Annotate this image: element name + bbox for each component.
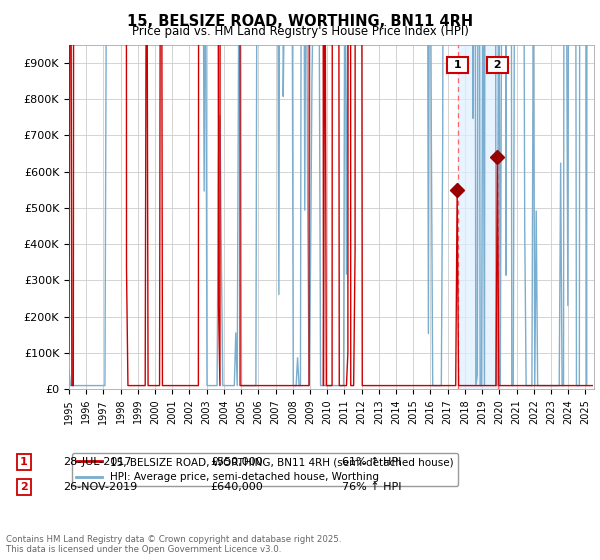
- Text: 61% ↑ HPI: 61% ↑ HPI: [342, 457, 401, 467]
- Legend: 15, BELSIZE ROAD, WORTHING, BN11 4RH (semi-detached house), HPI: Average price, : 15, BELSIZE ROAD, WORTHING, BN11 4RH (se…: [71, 453, 458, 487]
- Text: £550,000: £550,000: [210, 457, 263, 467]
- Text: 26-NOV-2019: 26-NOV-2019: [63, 482, 137, 492]
- Text: 2: 2: [20, 482, 28, 492]
- Text: 76% ↑ HPI: 76% ↑ HPI: [342, 482, 401, 492]
- Text: 1: 1: [20, 457, 28, 467]
- Text: £640,000: £640,000: [210, 482, 263, 492]
- Bar: [458, 45, 497, 389]
- Text: Contains HM Land Registry data © Crown copyright and database right 2025.
This d: Contains HM Land Registry data © Crown c…: [6, 535, 341, 554]
- Text: 28-JUL-2017: 28-JUL-2017: [63, 457, 131, 467]
- Text: 15, BELSIZE ROAD, WORTHING, BN11 4RH: 15, BELSIZE ROAD, WORTHING, BN11 4RH: [127, 14, 473, 29]
- Text: 1: 1: [450, 60, 465, 70]
- Text: Price paid vs. HM Land Registry's House Price Index (HPI): Price paid vs. HM Land Registry's House …: [131, 25, 469, 38]
- Text: 2: 2: [490, 60, 505, 70]
